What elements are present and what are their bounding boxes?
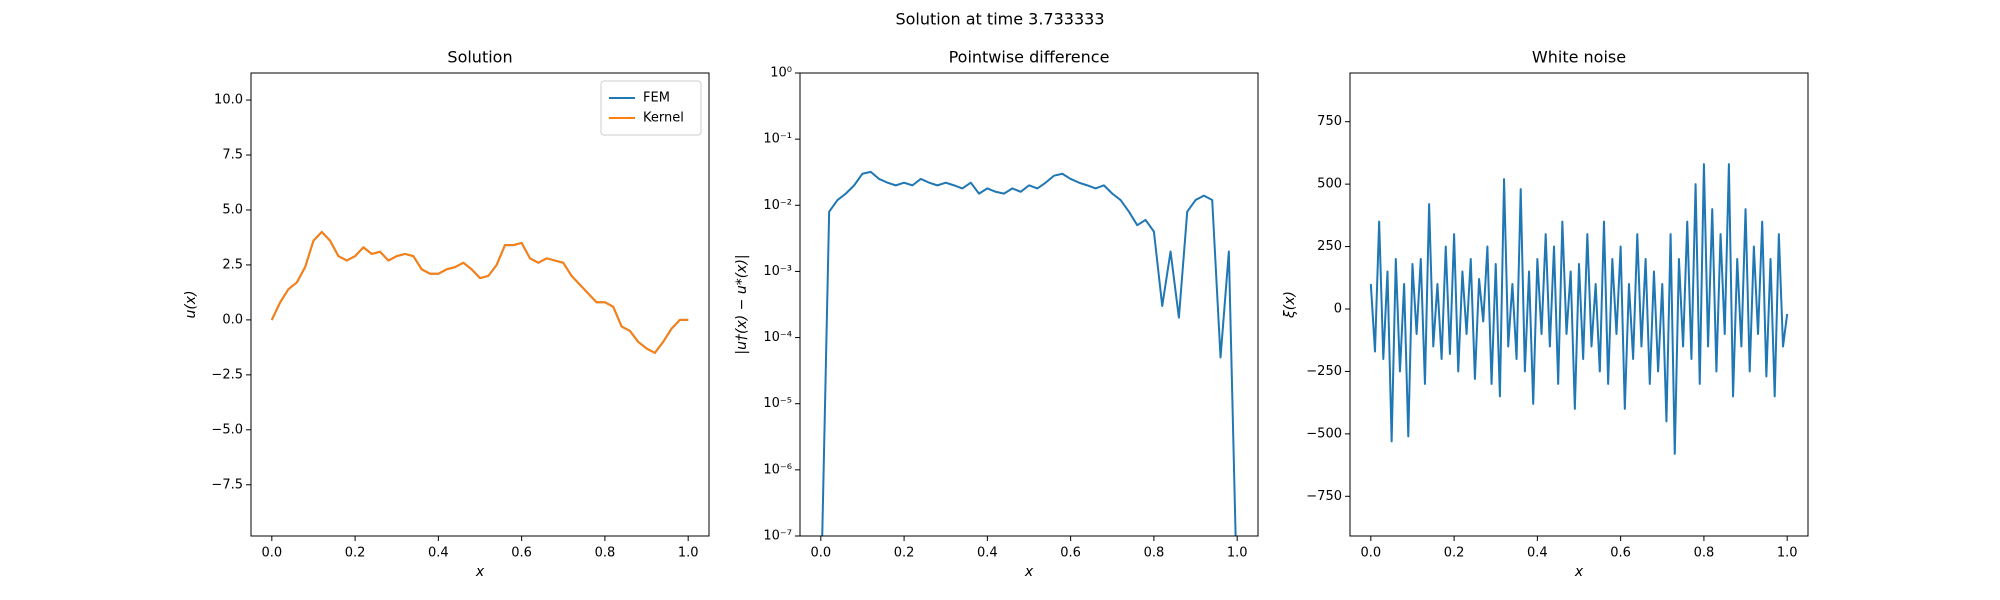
y-tick-label: 0 <box>1334 301 1342 316</box>
y-tick-label: 10⁻⁶ <box>763 462 792 477</box>
axes-frame <box>1349 72 1809 537</box>
y-tick-label: −7.5 <box>211 477 243 492</box>
line-series <box>270 230 689 354</box>
x-axis-label: x <box>1024 564 1034 580</box>
y-tick-label: −500 <box>1306 426 1342 441</box>
y-axis-label: |u†(x) − u*(x)| <box>734 254 750 354</box>
figure-title: Solution at time 3.733333 <box>895 10 1104 29</box>
y-tick-label: 7.5 <box>222 148 243 163</box>
y-tick-label: 10⁻⁷ <box>763 529 792 544</box>
x-tick-label: 0.6 <box>511 546 532 561</box>
y-tick-label: 10⁻² <box>763 198 792 213</box>
y-tick-label: 500 <box>1317 177 1342 192</box>
subplot-title: Solution <box>447 48 512 67</box>
x-axis-label: x <box>475 564 485 580</box>
subplot-title: Pointwise difference <box>949 48 1110 67</box>
x-tick-label: 0.2 <box>345 546 366 561</box>
subplot: Pointwise difference x |u†(x) − u*(x)| 0.0 0… <box>734 48 1259 580</box>
x-tick-label: 1.0 <box>678 546 699 561</box>
y-axis-label: ξ(x) <box>1282 291 1298 319</box>
y-tick-label: 750 <box>1317 114 1342 129</box>
x-tick-label: 1.0 <box>1227 546 1248 561</box>
subplot: White noise x ξ(x) 0.0 0.2 0.4 0.6 0.8 1.0 −750 −5… <box>1282 48 1809 580</box>
x-tick-label: 0.4 <box>428 546 449 561</box>
y-tick-label: 10.0 <box>214 93 243 108</box>
y-tick-label: 10⁻¹ <box>763 132 792 147</box>
line-series <box>821 170 1237 536</box>
x-tick-label: 0.8 <box>1694 546 1715 561</box>
y-tick-label: −2.5 <box>211 367 243 382</box>
x-tick-label: 0.0 <box>810 546 831 561</box>
y-tick-label: −5.0 <box>211 422 243 437</box>
y-tick-label: 250 <box>1317 239 1342 254</box>
x-tick-label: 0.0 <box>261 546 282 561</box>
y-tick-label: 0.0 <box>222 312 243 327</box>
subplot-title: White noise <box>1532 48 1626 67</box>
x-tick-label: 0.6 <box>1060 546 1081 561</box>
x-axis-label: x <box>1574 564 1584 580</box>
y-tick-label: −250 <box>1306 364 1342 379</box>
y-tick-label: 2.5 <box>222 257 243 272</box>
x-tick-label: 0.8 <box>1144 546 1165 561</box>
line-series <box>1369 163 1789 455</box>
x-tick-label: 0.6 <box>1610 546 1631 561</box>
subplot: Solution x u(x) 0.0 0.2 0.4 0.6 0.8 1.0 −7.5 −5.0 −… <box>183 48 710 580</box>
x-tick-label: 0.4 <box>1527 546 1548 561</box>
axes-frame <box>799 72 1259 537</box>
y-tick-label: 10⁰ <box>770 66 792 81</box>
y-tick-label: 10⁻⁴ <box>763 330 792 345</box>
legend-box <box>600 80 702 136</box>
x-tick-label: 0.8 <box>595 546 616 561</box>
x-tick-label: 0.0 <box>1360 546 1381 561</box>
y-tick-label: 10⁻⁵ <box>763 396 792 411</box>
y-tick-label: −750 <box>1306 489 1342 504</box>
x-tick-label: 0.4 <box>977 546 998 561</box>
y-axis-label: u(x) <box>183 290 199 318</box>
x-tick-label: 0.2 <box>894 546 915 561</box>
x-tick-label: 1.0 <box>1777 546 1798 561</box>
y-tick-label: 5.0 <box>222 202 243 217</box>
x-tick-label: 0.2 <box>1444 546 1465 561</box>
legend-label: FEM <box>643 91 670 106</box>
y-tick-label: 10⁻³ <box>763 264 792 279</box>
axes-frame <box>250 72 710 537</box>
legend-label: Kernel <box>643 111 684 126</box>
